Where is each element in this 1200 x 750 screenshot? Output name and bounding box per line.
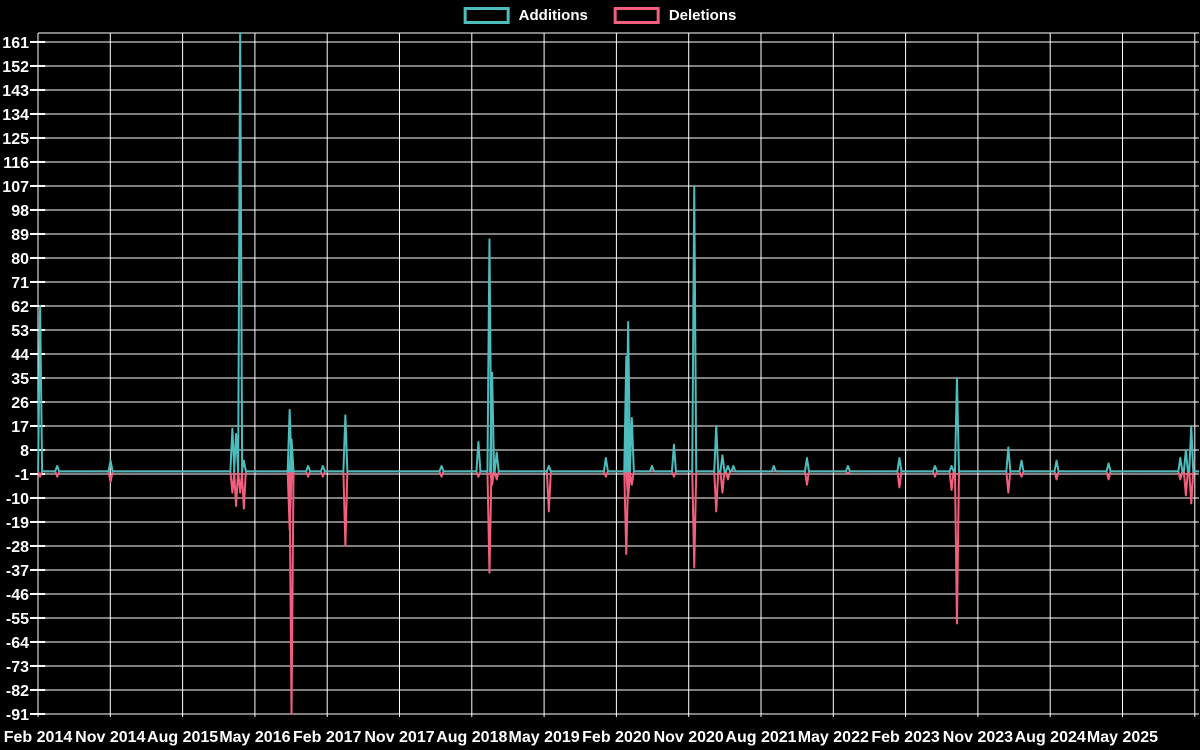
y-tick-label: -91	[6, 707, 29, 724]
y-tick-label: 161	[2, 35, 29, 52]
x-tick-label: Aug 2024	[1015, 729, 1086, 746]
y-tick-label: 125	[2, 131, 29, 148]
y-tick-label: 80	[11, 251, 29, 268]
y-tick-label: 53	[11, 323, 29, 340]
x-tick-label: Nov 2020	[654, 729, 724, 746]
y-tick-label: 8	[20, 443, 29, 460]
x-tick-label: Aug 2015	[147, 729, 218, 746]
chart-legend: Additions Deletions	[463, 7, 737, 24]
additions-swatch	[463, 7, 510, 24]
axis-labels: 161 152 143 134 125 116 107 98 89 80 71 62 53 44 35 26 1…	[2, 35, 1158, 746]
x-tick-label: Nov 2014	[75, 729, 145, 746]
x-tick-label: May 2025	[1087, 729, 1158, 746]
y-tick-label: 62	[11, 299, 29, 316]
y-tick-label: -1	[15, 467, 29, 484]
legend-label-deletions: Deletions	[668, 7, 737, 24]
y-tick-label: -64	[6, 635, 29, 652]
y-tick-label: 143	[2, 83, 29, 100]
y-tick-label: -28	[6, 539, 29, 556]
y-tick-label: -46	[6, 587, 29, 604]
y-tick-label: 26	[11, 395, 29, 412]
y-tick-label: 107	[2, 179, 29, 196]
x-tick-label: May 2022	[798, 729, 869, 746]
x-tick-label: May 2016	[219, 729, 290, 746]
deletions-line	[37, 470, 1199, 715]
x-tick-label: Feb 2023	[871, 729, 940, 746]
x-tick-label: Aug 2021	[725, 729, 796, 746]
legend-item-deletions: Deletions	[613, 7, 737, 24]
x-tick-label: Nov 2017	[364, 729, 434, 746]
legend-label-additions: Additions	[518, 7, 588, 24]
y-tick-label: 35	[11, 371, 29, 388]
gridlines	[30, 32, 1199, 717]
y-tick-label: -55	[6, 611, 29, 628]
additions-line	[37, 32, 1199, 473]
legend-item-additions: Additions	[463, 7, 588, 24]
y-tick-label: 44	[11, 347, 29, 364]
deletions-swatch	[613, 7, 660, 24]
y-tick-label: 71	[11, 275, 29, 292]
y-tick-label: 17	[11, 419, 29, 436]
x-tick-label: Aug 2018	[436, 729, 507, 746]
x-tick-label: Feb 2020	[582, 729, 651, 746]
y-tick-label: -37	[6, 563, 29, 580]
y-tick-label: 116	[3, 155, 29, 172]
y-tick-label: 134	[2, 107, 29, 124]
y-tick-label: -73	[6, 659, 29, 676]
x-tick-label: Nov 2023	[943, 729, 1013, 746]
y-tick-label: -19	[6, 515, 29, 532]
x-tick-label: Feb 2017	[293, 729, 362, 746]
y-tick-label: -10	[6, 491, 29, 508]
x-tick-label: May 2019	[509, 729, 580, 746]
y-tick-label: 98	[11, 203, 29, 220]
y-tick-label: -82	[6, 683, 29, 700]
x-tick-label: Feb 2014	[4, 729, 73, 746]
y-tick-label: 89	[11, 227, 29, 244]
y-tick-label: 152	[2, 59, 29, 76]
